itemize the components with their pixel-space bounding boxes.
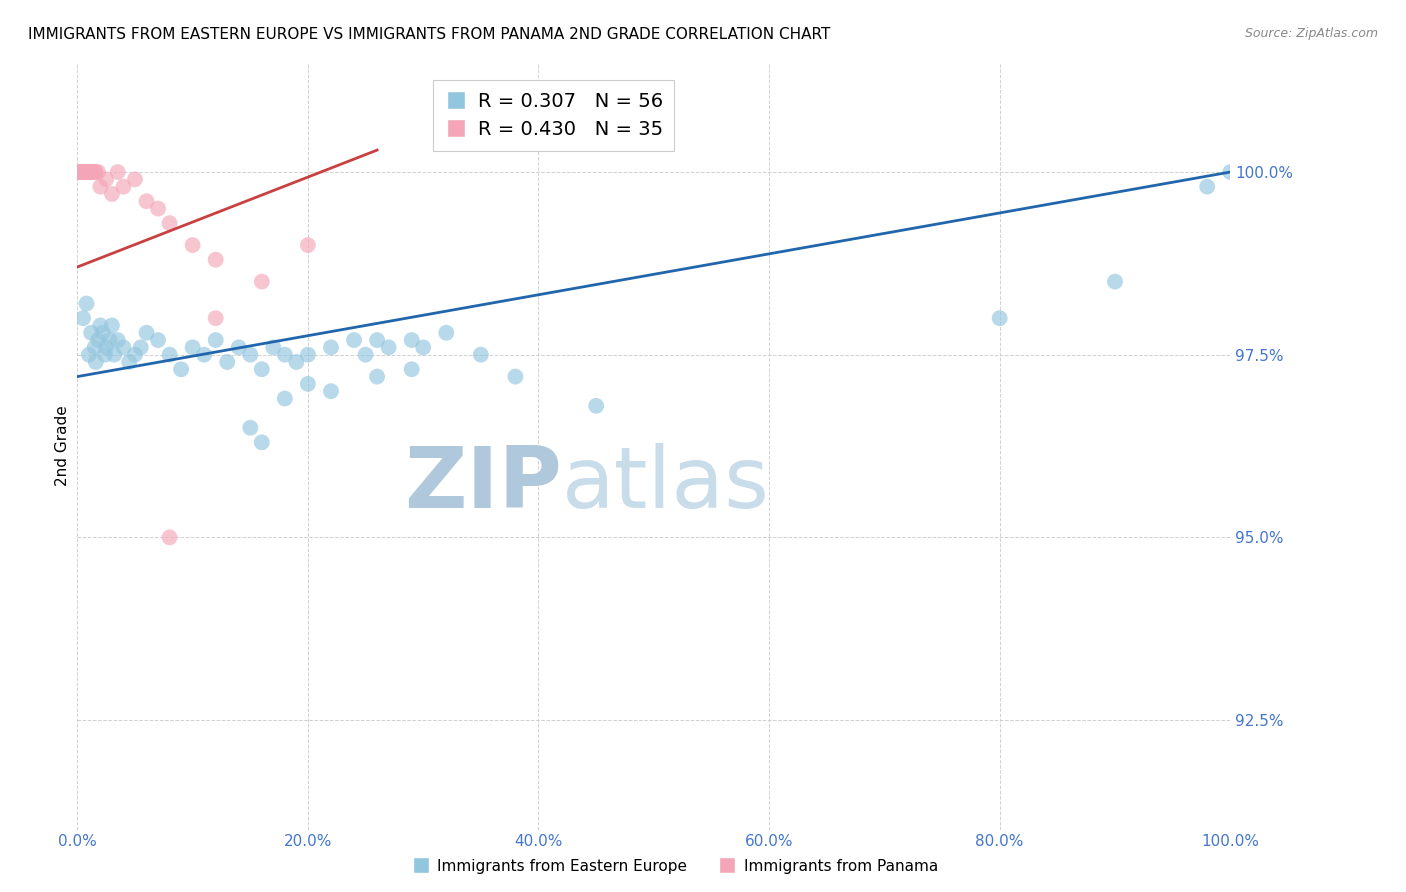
Point bbox=[377, 340, 399, 354]
Y-axis label: 2nd Grade: 2nd Grade bbox=[55, 406, 70, 486]
Point bbox=[146, 333, 169, 347]
Point bbox=[146, 202, 169, 216]
Point bbox=[1104, 275, 1126, 289]
Point bbox=[181, 340, 204, 354]
Point bbox=[505, 369, 527, 384]
Point bbox=[297, 238, 319, 252]
Point bbox=[82, 165, 104, 179]
Point bbox=[250, 275, 273, 289]
Point bbox=[1219, 165, 1241, 179]
Point bbox=[83, 165, 105, 179]
Point bbox=[204, 252, 226, 267]
Text: ZIP: ZIP bbox=[404, 442, 561, 526]
Text: atlas: atlas bbox=[561, 442, 769, 526]
Point bbox=[297, 348, 319, 362]
Point bbox=[69, 165, 91, 179]
Point bbox=[585, 399, 607, 413]
Point bbox=[354, 348, 377, 362]
Point bbox=[89, 179, 111, 194]
Point bbox=[72, 311, 94, 326]
Point bbox=[76, 165, 98, 179]
Point bbox=[135, 194, 157, 209]
Point bbox=[124, 348, 146, 362]
Point bbox=[319, 384, 342, 399]
Point bbox=[297, 376, 319, 391]
Point bbox=[401, 333, 423, 347]
Point bbox=[67, 165, 90, 179]
Point bbox=[988, 311, 1011, 326]
Point bbox=[274, 348, 297, 362]
Point bbox=[107, 333, 129, 347]
Legend: R = 0.307   N = 56, R = 0.430   N = 35: R = 0.307 N = 56, R = 0.430 N = 35 bbox=[433, 79, 675, 151]
Point bbox=[285, 355, 308, 369]
Point bbox=[181, 238, 204, 252]
Point bbox=[204, 311, 226, 326]
Point bbox=[83, 340, 105, 354]
Point bbox=[112, 179, 135, 194]
Point bbox=[239, 421, 262, 435]
Point bbox=[124, 172, 146, 186]
Text: IMMIGRANTS FROM EASTERN EUROPE VS IMMIGRANTS FROM PANAMA 2ND GRADE CORRELATION C: IMMIGRANTS FROM EASTERN EUROPE VS IMMIGR… bbox=[28, 27, 831, 42]
Point bbox=[80, 326, 103, 340]
Point bbox=[75, 165, 97, 179]
Point bbox=[250, 435, 273, 450]
Text: Source: ZipAtlas.com: Source: ZipAtlas.com bbox=[1244, 27, 1378, 40]
Point bbox=[129, 340, 152, 354]
Point bbox=[170, 362, 193, 376]
Point bbox=[319, 340, 342, 354]
Point bbox=[84, 355, 107, 369]
Point bbox=[72, 165, 94, 179]
Point bbox=[262, 340, 284, 354]
Point bbox=[80, 165, 103, 179]
Point bbox=[101, 186, 124, 201]
Point bbox=[159, 216, 181, 230]
Point bbox=[96, 340, 118, 354]
Point bbox=[77, 165, 100, 179]
Point bbox=[470, 348, 492, 362]
Point bbox=[94, 348, 117, 362]
Point bbox=[69, 165, 91, 179]
Point bbox=[76, 296, 98, 310]
Point bbox=[401, 362, 423, 376]
Point bbox=[204, 333, 226, 347]
Point bbox=[69, 165, 91, 179]
Point bbox=[98, 333, 121, 347]
Point bbox=[87, 165, 110, 179]
Point bbox=[250, 362, 273, 376]
Point bbox=[101, 318, 124, 333]
Point bbox=[412, 340, 434, 354]
Point bbox=[91, 326, 114, 340]
Point bbox=[84, 165, 107, 179]
Point bbox=[118, 355, 141, 369]
Point bbox=[96, 172, 118, 186]
Point bbox=[79, 165, 101, 179]
Point bbox=[112, 340, 135, 354]
Point bbox=[77, 348, 100, 362]
Point bbox=[135, 326, 157, 340]
Point bbox=[193, 348, 215, 362]
Point bbox=[366, 333, 388, 347]
Point bbox=[70, 165, 93, 179]
Point bbox=[343, 333, 366, 347]
Point bbox=[103, 348, 125, 362]
Point bbox=[434, 326, 457, 340]
Point bbox=[82, 165, 104, 179]
Legend: Immigrants from Eastern Europe, Immigrants from Panama: Immigrants from Eastern Europe, Immigran… bbox=[405, 853, 945, 880]
Point bbox=[72, 165, 94, 179]
Point bbox=[274, 392, 297, 406]
Point bbox=[217, 355, 239, 369]
Point bbox=[73, 165, 96, 179]
Point bbox=[228, 340, 250, 354]
Point bbox=[89, 318, 111, 333]
Point bbox=[107, 165, 129, 179]
Point bbox=[76, 165, 98, 179]
Point bbox=[159, 348, 181, 362]
Point bbox=[239, 348, 262, 362]
Point bbox=[87, 333, 110, 347]
Point bbox=[77, 165, 100, 179]
Point bbox=[1197, 179, 1219, 194]
Point bbox=[159, 530, 181, 544]
Point bbox=[366, 369, 388, 384]
